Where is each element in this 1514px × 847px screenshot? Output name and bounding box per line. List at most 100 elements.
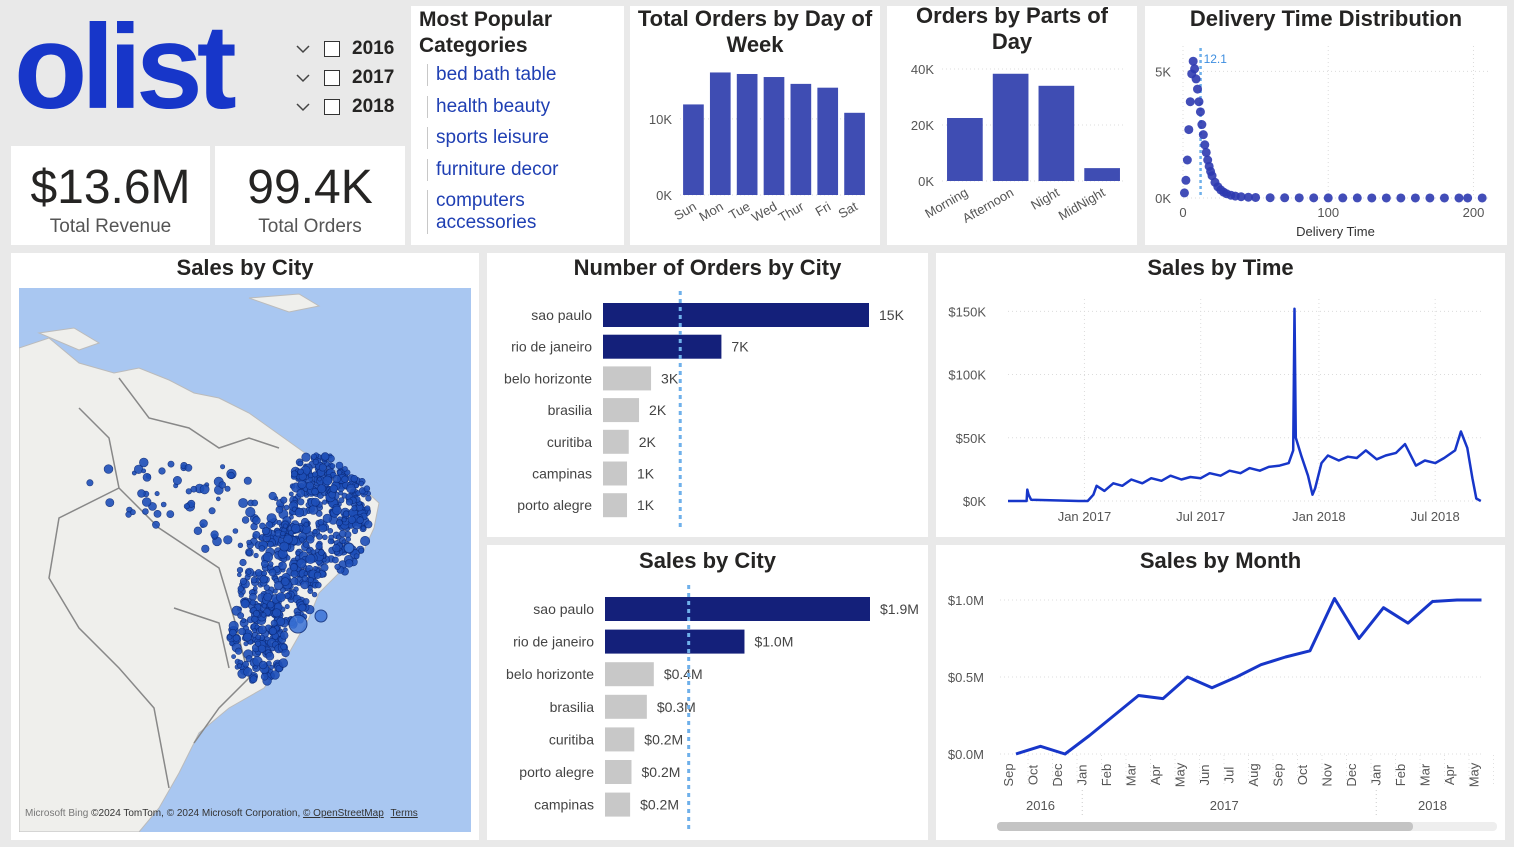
x-tick-label: Jun [1197, 765, 1212, 786]
city-bubble [306, 548, 312, 554]
city-bubble [139, 457, 149, 468]
city-bubble [322, 475, 333, 486]
category-label: porto alegre [517, 497, 592, 513]
osm-link[interactable]: © OpenStreetMap [303, 808, 384, 819]
sales-map[interactable] [19, 288, 471, 832]
city-bubble [237, 542, 244, 548]
city-bubble [315, 581, 322, 589]
city-bubble [313, 571, 322, 579]
x-tick-label: 100 [1317, 205, 1339, 220]
x-tick-label: Nov [1320, 763, 1335, 787]
city-bubble [246, 549, 253, 556]
chart-title: Sales by City [639, 548, 776, 573]
sales-by-month-chart: $0.0M $0.5M $1.0M Sep Oct Dec Jan Feb Mar Apr May J… [948, 593, 1494, 815]
scatter-point [1280, 193, 1290, 203]
city-bubble [310, 453, 317, 460]
category-label: campinas [532, 466, 592, 482]
city-bubble [290, 569, 299, 578]
category-item[interactable]: furniture decor [427, 158, 559, 181]
city-bubble [343, 542, 355, 554]
bar [603, 334, 722, 359]
map-attribution: Microsoft Bing ©2024 TomTom, © 2024 Micr… [25, 808, 418, 819]
delivery-time-chart: 0K 5K 0 100 200 Delivery Time 12.1 [1155, 46, 1488, 239]
scatter-point [1197, 120, 1207, 130]
category-item[interactable]: sports leisure [427, 127, 549, 149]
city-bubble [137, 489, 146, 498]
scatter-point [1352, 193, 1362, 203]
chart-title: Total Orders by Day of Week [637, 6, 873, 57]
city-bubble [301, 575, 309, 582]
city-bubble [297, 460, 304, 467]
city-bubble [252, 628, 257, 634]
x-tick-label: Tue [726, 199, 752, 223]
country-border [118, 377, 280, 449]
x-tick-label: 200 [1463, 205, 1485, 220]
city-bubble [133, 464, 144, 474]
city-bubble [347, 515, 356, 524]
olist-logo: olist [14, 0, 237, 134]
city-bubble [311, 591, 318, 598]
year-checkbox[interactable] [324, 41, 340, 57]
scrollbar-thumb[interactable] [997, 822, 1413, 831]
chart-title: Delivery Time Distribution [1189, 6, 1463, 31]
year-filter-2017[interactable]: 2017 [296, 65, 394, 91]
city-bubble [317, 484, 327, 494]
city-bubble [312, 471, 319, 478]
city-bubble [263, 584, 270, 591]
city-bubble [243, 667, 253, 677]
median-label: 12.1 [1204, 52, 1228, 66]
year-filter-2018[interactable]: 2018 [296, 94, 394, 120]
category-label: belo horizonte [506, 666, 594, 682]
category-item[interactable]: health beauty [427, 95, 550, 118]
city-bubble [130, 509, 136, 516]
category-item[interactable]: computers accessories [427, 190, 624, 234]
chevron-down-icon[interactable] [296, 42, 310, 56]
country-border [48, 487, 170, 789]
caribbean-island [37, 327, 101, 351]
x-tick-label: Mar [1418, 763, 1433, 786]
x-tick-label: Jan [1369, 765, 1384, 786]
scatter-point [1193, 84, 1203, 94]
city-bubble [253, 610, 261, 618]
city-bubble [201, 544, 210, 553]
year-checkbox[interactable] [324, 99, 340, 115]
sales-by-time-card: Sales by Time $0K $50K $100K $150K Jan 2017 J… [936, 253, 1505, 537]
chevron-down-icon[interactable] [296, 100, 310, 114]
scatter-point [1182, 155, 1192, 165]
scatter-point [1195, 107, 1205, 117]
city-bubble [346, 483, 356, 494]
city-bubble [258, 545, 266, 552]
city-bubble [255, 634, 261, 641]
city-bubble [252, 516, 261, 525]
x-tick-label: Oct [1026, 765, 1041, 786]
y-tick-label: 0K [918, 174, 934, 189]
scatter-point [1188, 56, 1198, 66]
x-tick-label: Jul 2017 [1176, 509, 1225, 524]
city-bubble [255, 569, 263, 577]
category-label: rio de janeiro [513, 634, 594, 650]
orders-by-day-card: Total Orders by Day of Week 0K 10K Sun Mon T… [630, 6, 880, 245]
x-tick-label: Sep [1001, 763, 1016, 786]
city-bubble [241, 516, 250, 524]
y-tick-label: 40K [911, 62, 934, 77]
city-bubble [255, 640, 262, 647]
bar [817, 87, 839, 195]
bar [603, 303, 869, 327]
category-item[interactable]: bed bath table [427, 64, 556, 86]
city-bubble [300, 580, 310, 590]
year-checkbox[interactable] [324, 70, 340, 86]
city-bubble [302, 598, 310, 605]
terms-link[interactable]: Terms [390, 808, 418, 819]
city-bubble [268, 568, 277, 577]
city-bubble [311, 488, 319, 496]
city-bubble [259, 522, 266, 530]
chevron-down-icon[interactable] [296, 71, 310, 85]
year-filter-2016[interactable]: 2016 [296, 36, 394, 62]
city-bubble [261, 603, 267, 609]
category-label: curitiba [547, 434, 592, 450]
horizontal-scrollbar[interactable] [997, 822, 1497, 831]
city-bubble [282, 523, 288, 529]
city-bubble [336, 469, 343, 476]
scatter-point [1190, 64, 1200, 74]
